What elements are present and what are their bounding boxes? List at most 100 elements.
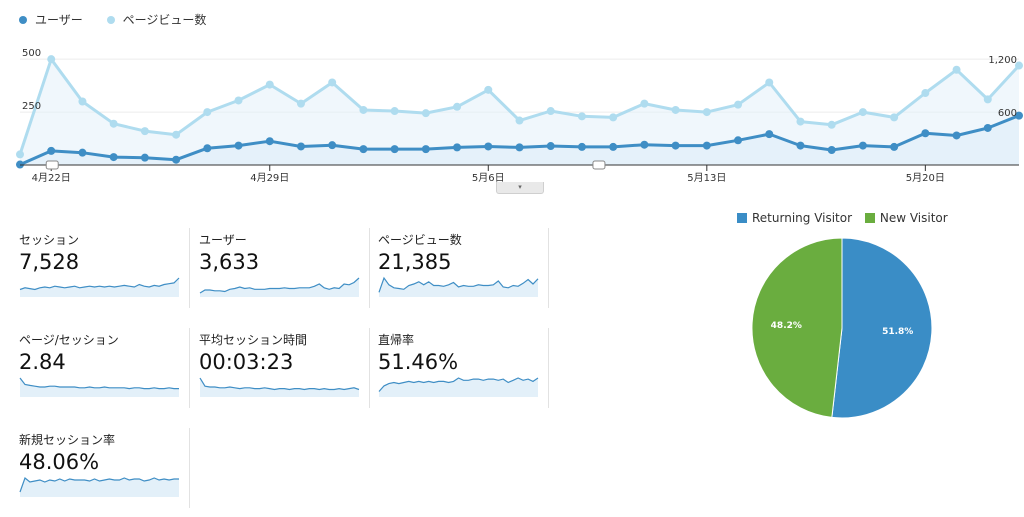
data-point[interactable]: [16, 150, 24, 159]
data-point[interactable]: [390, 107, 399, 116]
data-point[interactable]: [78, 97, 87, 106]
data-point[interactable]: [328, 78, 337, 87]
sparkline: [19, 476, 179, 497]
data-point[interactable]: [858, 141, 867, 150]
data-point[interactable]: [921, 89, 930, 98]
pie-slice-label: 48.2%: [771, 321, 802, 331]
data-point[interactable]: [1015, 111, 1023, 120]
data-point[interactable]: [702, 108, 711, 117]
data-point[interactable]: [172, 155, 181, 164]
sparkline: [19, 277, 180, 297]
metric-card-pageviews[interactable]: ページビュー数 21,385: [378, 228, 549, 308]
metric-value: 2.84: [19, 350, 66, 374]
data-point[interactable]: [765, 78, 774, 87]
data-point[interactable]: [328, 141, 337, 150]
y-right-tick-label: 600: [998, 108, 1017, 119]
data-point[interactable]: [640, 140, 649, 149]
metric-label: 平均セッション時間: [199, 333, 308, 347]
sparkline-area: [379, 378, 538, 397]
data-point[interactable]: [484, 142, 493, 151]
data-point[interactable]: [265, 137, 274, 146]
metric-card-sessions[interactable]: セッション 7,528: [19, 228, 190, 308]
data-point[interactable]: [952, 65, 961, 74]
data-point[interactable]: [952, 131, 961, 140]
data-point[interactable]: [234, 96, 243, 105]
data-point[interactable]: [890, 113, 899, 122]
metric-label: ページ/セッション: [19, 333, 119, 347]
chart-collapse-handle[interactable]: ▾: [496, 182, 544, 194]
sparkline: [378, 377, 539, 397]
data-point[interactable]: [734, 100, 743, 109]
pie-legend-item-returning[interactable]: Returning Visitor: [737, 211, 852, 225]
data-point[interactable]: [796, 141, 805, 150]
pie-legend-item-new[interactable]: New Visitor: [864, 211, 948, 225]
data-point[interactable]: [983, 95, 992, 104]
pie-legend-label: New Visitor: [879, 211, 948, 225]
data-point[interactable]: [577, 112, 586, 121]
metric-card-users[interactable]: ユーザー 3,633: [199, 228, 370, 308]
data-point[interactable]: [546, 142, 555, 151]
pie-slice[interactable]: [831, 237, 933, 419]
x-tick-label: 4月22日: [32, 172, 71, 184]
data-point[interactable]: [140, 127, 149, 136]
data-point[interactable]: [515, 143, 524, 152]
data-point[interactable]: [296, 99, 305, 108]
data-point[interactable]: [140, 153, 149, 162]
data-point[interactable]: [203, 108, 212, 117]
data-point[interactable]: [702, 141, 711, 150]
data-point[interactable]: [983, 123, 992, 132]
data-point[interactable]: [421, 145, 430, 154]
pie-slice[interactable]: [751, 237, 843, 418]
metric-card-avg-session-duration[interactable]: 平均セッション時間 00:03:23: [199, 328, 370, 408]
data-point[interactable]: [421, 109, 430, 118]
legend-item-pageviews[interactable]: ページビュー数: [106, 11, 206, 28]
data-point[interactable]: [609, 113, 618, 122]
data-point[interactable]: [109, 119, 118, 128]
metric-card-new-session-rate[interactable]: 新規セッション率 48.06%: [19, 428, 190, 508]
data-point[interactable]: [172, 130, 181, 139]
data-point[interactable]: [453, 102, 462, 111]
data-point[interactable]: [640, 99, 649, 108]
data-point[interactable]: [858, 108, 867, 117]
metric-label: セッション: [19, 233, 80, 247]
data-point[interactable]: [577, 142, 586, 151]
data-point[interactable]: [265, 80, 274, 89]
sparkline-area: [20, 478, 179, 497]
data-point[interactable]: [796, 117, 805, 126]
data-point[interactable]: [359, 145, 368, 154]
data-point[interactable]: [921, 129, 930, 138]
sparkline-line: [19, 377, 179, 390]
metric-card-bounce-rate[interactable]: 直帰率 51.46%: [378, 328, 549, 408]
data-point[interactable]: [234, 141, 243, 150]
data-point[interactable]: [359, 105, 368, 114]
square-icon: [737, 213, 747, 223]
data-point[interactable]: [827, 146, 836, 155]
metric-card-pages-per-session[interactable]: ページ/セッション 2.84: [19, 328, 190, 408]
data-point[interactable]: [765, 130, 774, 139]
data-point[interactable]: [47, 55, 56, 64]
y-left-tick-label: 250: [22, 101, 41, 112]
data-point[interactable]: [47, 146, 56, 155]
annotation-icon[interactable]: [592, 160, 606, 170]
data-point[interactable]: [109, 153, 118, 162]
data-point[interactable]: [203, 144, 212, 153]
data-point[interactable]: [390, 145, 399, 154]
data-point[interactable]: [734, 136, 743, 145]
sparkline: [19, 377, 179, 397]
data-point[interactable]: [890, 142, 899, 151]
metric-label: ユーザー: [199, 233, 247, 247]
annotation-icon[interactable]: [45, 160, 59, 170]
data-point[interactable]: [609, 142, 618, 151]
data-point[interactable]: [1015, 61, 1023, 70]
data-point[interactable]: [484, 85, 493, 94]
data-point[interactable]: [296, 142, 305, 151]
data-point[interactable]: [671, 141, 680, 150]
data-point[interactable]: [546, 107, 555, 116]
data-point[interactable]: [671, 105, 680, 114]
data-point[interactable]: [453, 143, 462, 152]
data-point[interactable]: [78, 148, 87, 157]
metric-value: 7,528: [19, 250, 80, 274]
data-point[interactable]: [515, 116, 524, 125]
legend-item-users[interactable]: ユーザー: [19, 11, 83, 28]
data-point[interactable]: [827, 120, 836, 129]
